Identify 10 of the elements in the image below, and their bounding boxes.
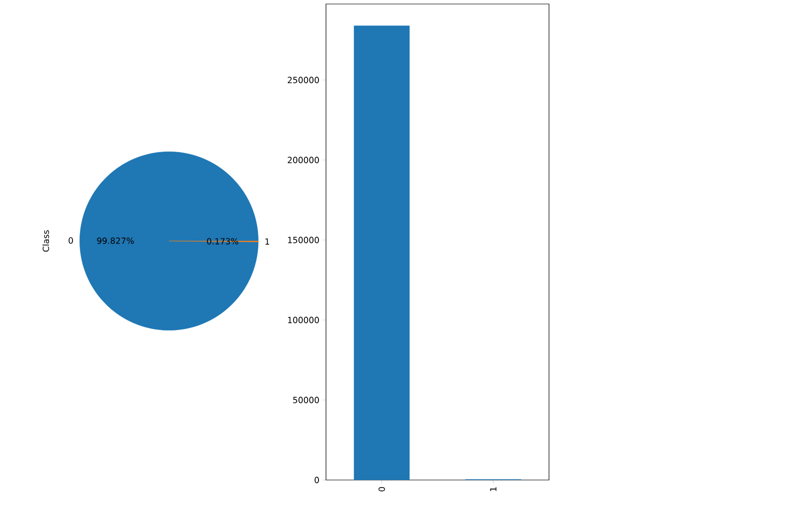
y-tick-label: 50000: [293, 396, 319, 404]
text: Class: [42, 230, 50, 252]
y-tick-label: 200000: [288, 156, 319, 164]
y-tick-label: 100000: [288, 316, 319, 324]
y-tick-label: 0: [314, 476, 319, 484]
y-tick-label: 250000: [288, 76, 319, 84]
slice-label: 1: [265, 238, 270, 245]
y-tick-label: 150000: [288, 236, 319, 244]
slice-label: 0: [68, 237, 73, 244]
data-label: 99.827%: [97, 238, 134, 244]
